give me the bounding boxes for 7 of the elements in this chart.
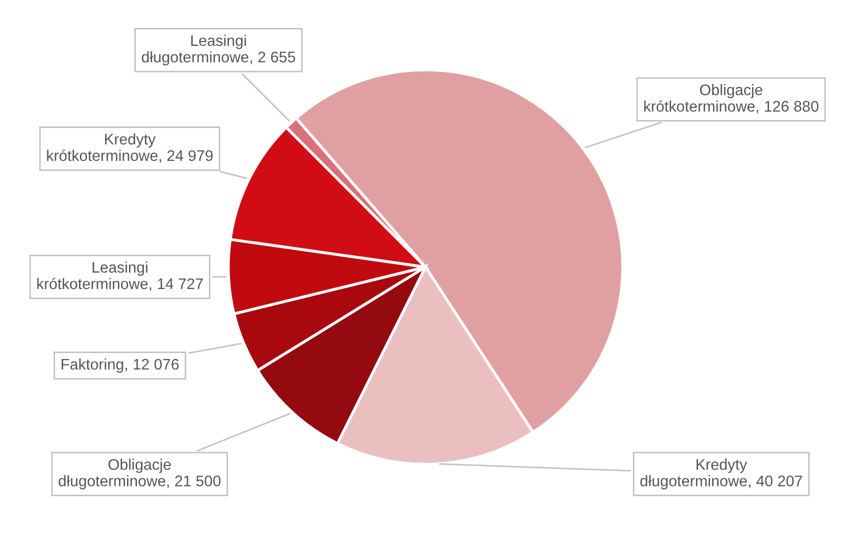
slice-label: Obligacje długoterminowe, 21 500 [58, 458, 221, 490]
slice-label: Faktoring, 12 076 [62, 358, 179, 373]
slice-label: Obligacje krótkoterminowe, 126 880 [644, 84, 818, 114]
slice-label: Leasingi długoterminowe, 2 655 [142, 34, 296, 66]
slice-label: Kredyty długoterminowe, 40 207 [640, 458, 802, 490]
slice-label: Kredyty krótkoterminowe, 24 979 [47, 133, 213, 163]
slice-label: Leasingi krótkoterminowe, 14 727 [37, 262, 203, 291]
